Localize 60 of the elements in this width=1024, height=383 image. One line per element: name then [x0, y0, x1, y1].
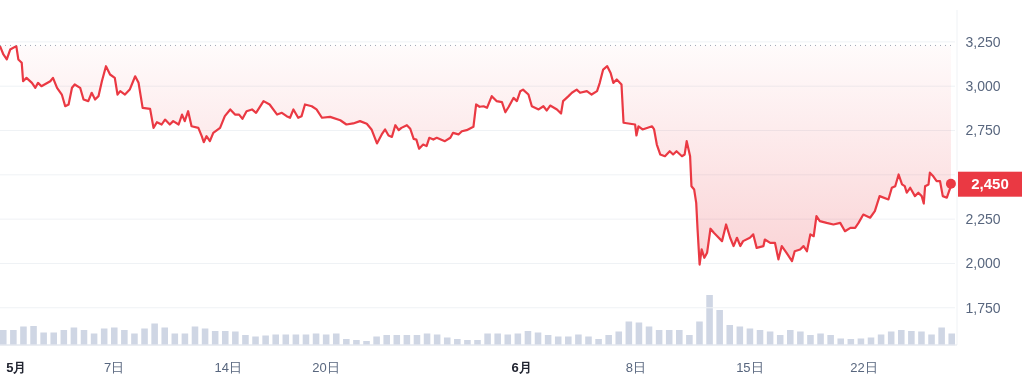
bar	[938, 327, 945, 345]
x-tick-label: 8日	[625, 359, 646, 375]
bar	[726, 325, 734, 345]
bar	[484, 333, 491, 345]
y-tick-label: 3,000	[965, 78, 1001, 95]
bar	[807, 335, 814, 345]
bar	[262, 335, 269, 345]
y-tick-label: 2,000	[965, 255, 1001, 272]
bar	[110, 327, 118, 345]
bar	[141, 328, 148, 345]
bar	[40, 332, 47, 345]
x-tick-label: 14日	[214, 359, 242, 375]
x-tick-label: 22日	[850, 359, 878, 375]
bar	[131, 333, 138, 345]
bar	[10, 330, 17, 345]
bar	[908, 331, 915, 345]
y-tick-label: 1,750	[965, 299, 1001, 316]
bar	[161, 327, 168, 345]
bar	[272, 334, 279, 345]
bar	[0, 330, 7, 345]
bar	[383, 335, 390, 345]
y-tick-label: 2,250	[965, 211, 1001, 228]
bar	[332, 333, 340, 345]
x-tick-label: 7日	[103, 359, 125, 375]
bar	[242, 335, 249, 345]
bar	[343, 339, 350, 345]
annotation: 2,450	[971, 175, 1009, 193]
bar	[221, 331, 229, 345]
bar	[817, 333, 824, 345]
bar	[897, 330, 905, 345]
bar	[121, 330, 128, 345]
bar	[787, 330, 794, 345]
bar	[595, 339, 602, 345]
bar	[928, 334, 935, 345]
bar	[504, 334, 512, 345]
y-tick-label: 2,750	[965, 122, 1001, 139]
bar	[232, 331, 239, 345]
bar	[151, 323, 158, 345]
bar	[948, 333, 955, 345]
bar	[686, 335, 693, 345]
bar	[615, 331, 623, 345]
bar	[797, 331, 804, 345]
bar	[676, 330, 683, 345]
bar	[20, 326, 27, 345]
bar	[716, 310, 723, 345]
x-tick-label: 20日	[312, 359, 340, 375]
bar	[605, 335, 612, 345]
bar	[696, 321, 703, 345]
bar	[50, 332, 58, 345]
bar	[918, 331, 925, 345]
bar	[454, 339, 461, 345]
y-tick-label: 3,250	[965, 33, 1001, 50]
x-tick-label: 15日	[736, 359, 764, 375]
bar	[706, 295, 713, 345]
bar	[827, 335, 834, 345]
x-tick-label: 5月	[6, 359, 27, 375]
x-tick-label: 6月	[511, 359, 532, 375]
bar	[575, 334, 582, 345]
bar	[494, 333, 501, 345]
bar	[30, 326, 37, 345]
